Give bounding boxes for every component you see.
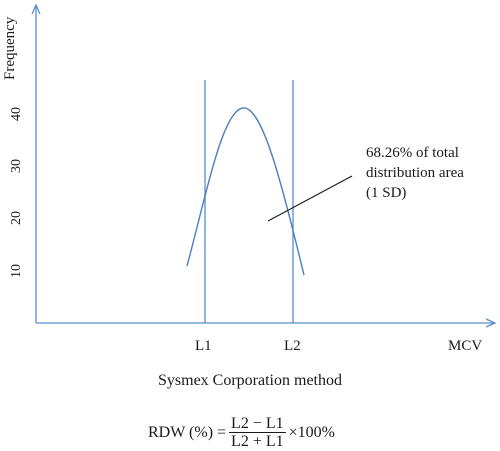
method-title: Sysmex Corporation method — [158, 372, 342, 389]
annotation-text: 68.26% of total distribution area (1 SD) — [366, 143, 464, 203]
annotation-line: (1 SD) — [366, 185, 407, 201]
y-tick-label: 10 — [9, 264, 24, 278]
distribution-curve — [186, 107, 305, 276]
formula-suffix: ×100% — [288, 424, 335, 441]
formula-numerator: L2 − L1 — [229, 415, 286, 433]
y-axis-title: Frequency — [2, 16, 18, 80]
l2-label: L2 — [284, 338, 301, 354]
annotation-leader-line — [267, 175, 353, 222]
annotation-line: distribution area — [366, 165, 464, 181]
formula-fraction: L2 − L1 L2 + L1 — [229, 416, 286, 450]
y-tick-label: 30 — [9, 159, 24, 173]
rdw-formula: RDW (%) = L2 − L1 L2 + L1 ×100% — [148, 416, 335, 451]
x-axis-title: MCV — [448, 338, 483, 354]
y-tick-label: 20 — [9, 211, 24, 225]
formula-denominator: L2 + L1 — [231, 433, 284, 450]
l1-label: L1 — [195, 338, 212, 354]
annotation-line: 68.26% of total — [366, 145, 459, 161]
formula-lhs: RDW (%) = — [148, 424, 227, 441]
y-tick-label: 40 — [9, 107, 24, 121]
